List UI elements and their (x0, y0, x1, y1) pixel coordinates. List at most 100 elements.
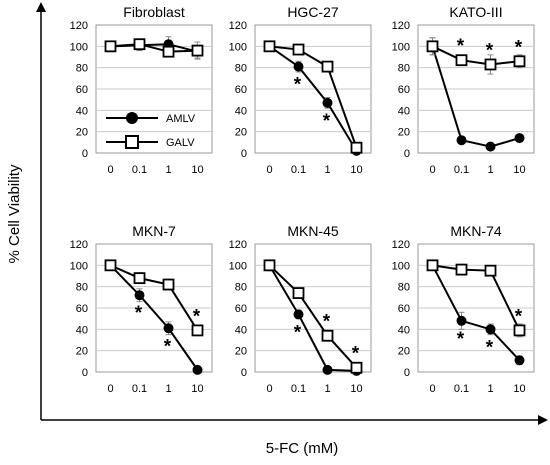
figure-left-axis-arrow (36, 2, 46, 12)
data-point-circle (514, 133, 525, 144)
data-point-square (350, 361, 363, 374)
y-tick-label: 40 (76, 105, 88, 117)
significance-marker: * (515, 37, 523, 58)
panel-mkn-7: MKN-7 0 20 40 60 80 100 120 0 0.1 1 10 * * * (70, 223, 213, 395)
x-tick-label: 0 (266, 383, 272, 395)
x-tick-label: 0 (266, 164, 272, 176)
x-tick-label: 0.1 (291, 383, 306, 395)
y-tick-label: 0 (404, 148, 410, 160)
data-point-circle (134, 290, 145, 301)
y-tick-label: 80 (398, 63, 410, 75)
data-point-square (263, 40, 276, 53)
y-tick-label: 80 (235, 63, 247, 75)
panel-hgc-27: HGC-27 0 20 40 60 80 100 120 0 0.1 1 10 * * (229, 4, 372, 176)
series-galv (263, 259, 363, 374)
data-point-square (162, 278, 175, 291)
x-tick-label: 10 (350, 164, 362, 176)
y-tick-label: 20 (235, 127, 247, 139)
significance-marker: * (135, 303, 143, 324)
x-tick-label: 1 (324, 383, 330, 395)
y-tick-label: 40 (235, 324, 247, 336)
data-point-circle (163, 323, 174, 334)
significance-marker: * (486, 337, 494, 358)
legend-marker-square (125, 135, 139, 149)
panel-title: MKN-7 (132, 223, 176, 239)
y-tick-label: 0 (241, 367, 247, 379)
series-line (269, 45, 358, 149)
y-tick-label: 60 (398, 84, 410, 96)
data-point-square (484, 58, 497, 71)
data-point-square (133, 38, 146, 51)
panel-title: MKN-74 (450, 223, 502, 239)
data-point-square (292, 43, 305, 56)
figure-bottom-axis-arrow (538, 415, 548, 425)
figure-xlabel: 5-FC (mM) (266, 440, 338, 457)
panel-kato-iii: KATO-III 0 20 40 60 80 100 120 0 0.1 1 10 * * * (392, 4, 535, 176)
series-line (110, 43, 198, 53)
data-point-square (263, 259, 276, 272)
y-tick-label: 120 (70, 20, 88, 32)
data-point-circle (485, 324, 496, 335)
data-point-square (321, 60, 334, 73)
data-point-square (513, 324, 526, 337)
y-tick-label: 60 (235, 84, 247, 96)
series-line (268, 45, 358, 152)
significance-marker: * (457, 36, 465, 57)
data-point-square (350, 141, 363, 154)
y-tick-label: 80 (76, 63, 88, 75)
significance-marker: * (323, 312, 331, 333)
series-line (431, 264, 521, 361)
x-tick-label: 10 (191, 383, 203, 395)
y-tick-label: 0 (82, 148, 88, 160)
y-tick-label: 40 (398, 324, 410, 336)
y-tick-label: 120 (392, 20, 410, 32)
y-tick-label: 120 (70, 239, 88, 251)
y-tick-label: 120 (229, 20, 247, 32)
series-line (432, 264, 521, 331)
significance-marker: * (294, 322, 302, 343)
data-point-square (191, 324, 204, 337)
data-point-square (104, 40, 117, 53)
data-point-square (513, 55, 526, 68)
x-tick-label: 0.1 (132, 164, 147, 176)
x-tick-label: 1 (165, 383, 171, 395)
x-tick-label: 0.1 (454, 383, 469, 395)
y-tick-label: 120 (229, 239, 247, 251)
x-tick-label: 0 (429, 383, 435, 395)
series-line (268, 264, 358, 369)
y-tick-label: 100 (229, 41, 247, 53)
y-tick-label: 100 (70, 41, 88, 53)
series-galv (104, 259, 204, 337)
panel-title: Fibroblast (123, 4, 185, 20)
y-tick-label: 40 (76, 324, 88, 336)
x-tick-label: 0.1 (454, 164, 469, 176)
data-point-square (426, 40, 439, 53)
y-tick-label: 100 (70, 260, 88, 272)
y-tick-label: 0 (241, 148, 247, 160)
y-tick-label: 40 (398, 105, 410, 117)
significance-marker: * (457, 329, 465, 350)
x-tick-label: 1 (487, 383, 493, 395)
data-point-square (321, 329, 334, 342)
x-tick-label: 10 (191, 164, 203, 176)
x-tick-label: 10 (513, 383, 525, 395)
data-point-circle (456, 315, 467, 326)
y-tick-label: 80 (235, 282, 247, 294)
y-tick-label: 100 (392, 41, 410, 53)
significance-marker: * (294, 75, 302, 96)
y-tick-label: 120 (392, 239, 410, 251)
x-tick-label: 0.1 (291, 164, 306, 176)
panel-fibroblast: Fibroblast 0 20 40 60 80 100 120 0 0.1 1 10 AMLV GALV (70, 4, 213, 176)
legend-label: AMLV (166, 113, 196, 125)
significance-marker: * (352, 344, 360, 365)
panel-title: MKN-45 (287, 223, 339, 239)
data-point-circle (322, 364, 333, 375)
data-point-circle (485, 141, 496, 152)
data-point-square (484, 264, 497, 277)
x-tick-label: 10 (350, 383, 362, 395)
y-tick-label: 80 (398, 282, 410, 294)
data-point-square (292, 287, 305, 299)
y-tick-label: 40 (235, 105, 247, 117)
panel-title: KATO-III (449, 4, 502, 20)
